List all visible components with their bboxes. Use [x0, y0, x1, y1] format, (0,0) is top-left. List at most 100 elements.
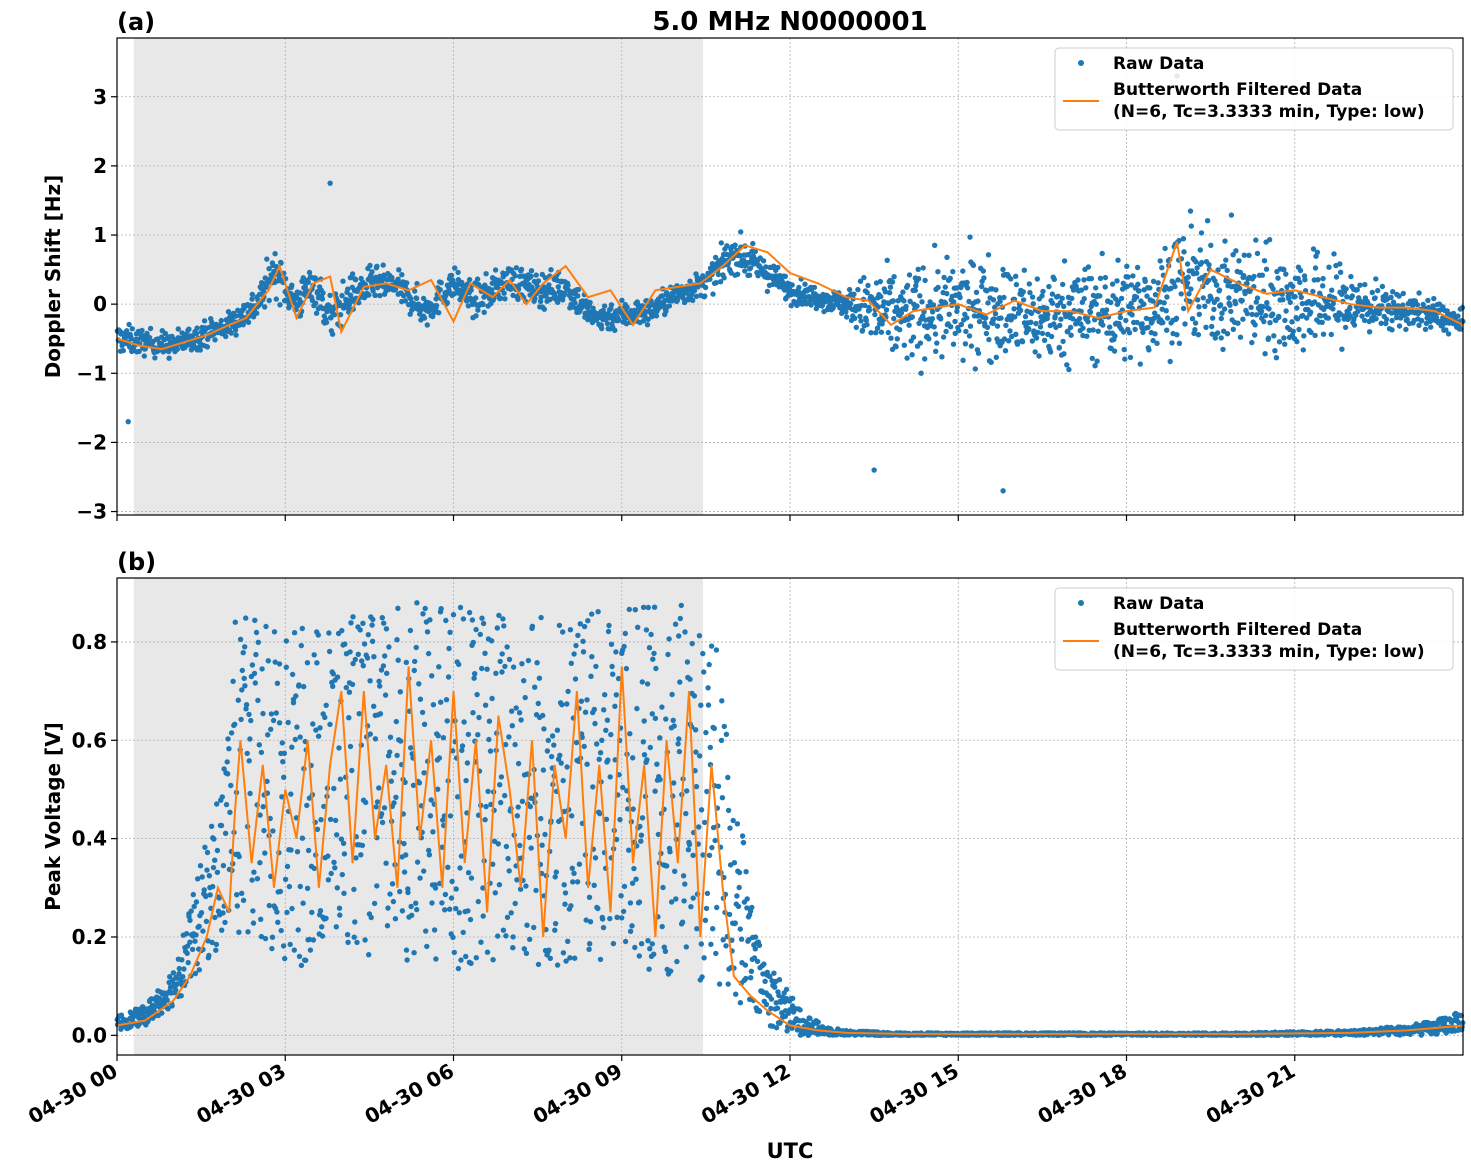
raw-data-point	[357, 627, 363, 633]
raw-data-point	[734, 271, 741, 277]
raw-data-point	[668, 968, 674, 974]
raw-data-point	[1249, 311, 1255, 318]
raw-data-point	[1069, 295, 1075, 302]
raw-data-point	[1039, 330, 1046, 337]
raw-data-point	[349, 271, 356, 277]
raw-data-point	[584, 761, 590, 767]
raw-data-point	[595, 609, 601, 615]
raw-data-point	[855, 286, 861, 293]
raw-data-point	[401, 293, 407, 299]
raw-data-point	[638, 832, 645, 838]
raw-data-point	[677, 615, 683, 622]
raw-data-point	[261, 827, 267, 834]
raw-data-point	[773, 1025, 780, 1031]
raw-data-point	[473, 626, 479, 633]
raw-data-point	[439, 900, 445, 906]
raw-data-point	[994, 323, 1001, 329]
raw-data-point	[475, 732, 481, 738]
raw-data-point	[479, 665, 485, 672]
raw-data-point	[748, 975, 754, 981]
raw-data-point	[679, 919, 686, 925]
raw-data-point	[500, 616, 506, 622]
raw-data-point	[1000, 266, 1006, 273]
raw-data-point	[518, 717, 524, 723]
raw-data-point	[1244, 280, 1250, 287]
raw-data-point	[694, 926, 700, 932]
raw-data-point	[718, 737, 725, 744]
raw-data-point	[221, 766, 227, 772]
raw-data-point	[252, 680, 258, 686]
raw-data-point	[521, 678, 527, 684]
raw-data-point	[192, 938, 198, 944]
raw-data-point	[1178, 291, 1184, 297]
raw-data-point	[630, 806, 636, 812]
raw-data-point	[169, 1003, 175, 1009]
raw-data-point	[535, 961, 542, 968]
raw-data-point	[680, 873, 687, 879]
raw-data-point	[645, 938, 651, 944]
raw-data-point	[725, 981, 731, 987]
raw-data-point	[640, 604, 647, 610]
raw-data-point	[608, 302, 615, 308]
raw-data-point	[857, 278, 864, 284]
raw-data-point	[723, 731, 730, 737]
raw-data-point	[1428, 324, 1434, 330]
raw-data-point	[1261, 258, 1268, 264]
raw-data-point	[289, 744, 295, 750]
raw-data-point	[159, 1010, 165, 1016]
raw-data-point	[1328, 331, 1335, 338]
raw-data-point	[629, 923, 635, 929]
raw-data-point	[1132, 326, 1138, 333]
raw-data-point	[704, 890, 711, 897]
raw-data-point	[882, 289, 888, 295]
raw-data-point	[1263, 266, 1270, 272]
raw-data-point	[1396, 293, 1402, 299]
raw-data-point	[698, 941, 704, 947]
raw-data-point	[589, 611, 595, 617]
raw-data-point	[299, 625, 305, 632]
raw-data-point	[587, 919, 594, 925]
raw-data-point	[1172, 283, 1178, 290]
raw-data-point	[213, 941, 220, 948]
raw-data-point	[174, 346, 180, 352]
raw-data-point	[466, 609, 473, 616]
raw-data-point	[556, 622, 563, 629]
raw-data-point	[213, 947, 219, 953]
raw-data-point	[212, 857, 218, 863]
raw-data-point	[1060, 338, 1066, 345]
raw-data-point	[262, 850, 268, 856]
raw-data-point	[1122, 356, 1128, 362]
raw-data-point	[506, 734, 512, 740]
raw-data-point	[653, 313, 660, 319]
raw-data-point	[684, 788, 690, 794]
raw-data-point	[1262, 351, 1268, 357]
raw-data-point	[1060, 281, 1066, 288]
raw-data-point	[608, 641, 615, 647]
raw-data-point	[233, 332, 239, 338]
raw-data-point	[370, 288, 376, 294]
raw-data-point	[1422, 326, 1429, 332]
raw-data-point	[436, 310, 442, 316]
raw-data-point	[737, 1000, 744, 1006]
raw-data-point	[304, 802, 310, 809]
raw-data-point	[246, 758, 252, 764]
raw-data-point	[1022, 313, 1029, 320]
raw-data-point	[1015, 339, 1021, 345]
raw-data-point	[228, 782, 234, 789]
raw-data-point	[622, 630, 628, 637]
raw-data-point	[1270, 311, 1276, 317]
raw-data-point	[1375, 287, 1381, 294]
raw-data-point	[401, 869, 408, 875]
raw-data-point	[212, 914, 218, 921]
raw-data-point	[311, 652, 317, 658]
raw-data-point	[269, 934, 276, 940]
raw-data-point	[225, 736, 231, 742]
raw-data-point	[1128, 282, 1135, 288]
raw-data-point	[310, 937, 317, 943]
raw-data-point	[455, 965, 462, 972]
raw-data-point	[710, 291, 716, 297]
raw-data-point	[413, 295, 420, 302]
raw-data-point	[443, 697, 450, 703]
raw-data-point	[603, 727, 609, 733]
